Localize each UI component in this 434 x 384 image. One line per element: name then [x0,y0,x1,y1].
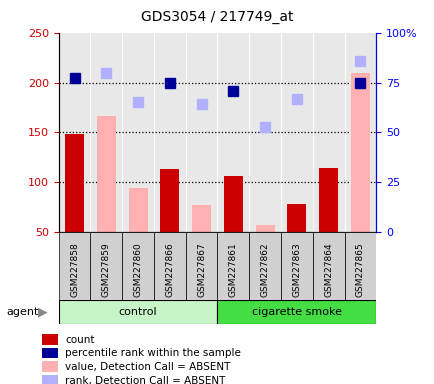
Bar [224,176,242,232]
Bar [154,232,185,300]
Text: value, Detection Call = ABSENT: value, Detection Call = ABSENT [65,362,230,372]
Bar [350,73,369,232]
Text: GSM227861: GSM227861 [228,242,237,297]
Bar [217,232,249,300]
Text: GSM227866: GSM227866 [165,242,174,297]
Bar [249,232,280,300]
Bar [255,225,274,232]
Bar [43,361,58,372]
Bar [97,116,115,232]
Bar [65,134,84,232]
Bar [43,334,58,345]
Bar [59,300,217,324]
Bar [344,232,375,300]
Bar [90,232,122,300]
Bar [319,169,337,232]
Text: GSM227864: GSM227864 [323,242,332,297]
Text: ▶: ▶ [38,306,48,319]
Text: control: control [118,307,157,317]
Bar [287,204,306,232]
Bar [128,189,147,232]
Bar [43,348,58,358]
Text: percentile rank within the sample: percentile rank within the sample [65,348,241,358]
Text: GSM227859: GSM227859 [102,242,111,297]
Bar [312,232,344,300]
Bar [280,232,312,300]
Text: GSM227858: GSM227858 [70,242,79,297]
Bar [192,205,210,232]
Text: GSM227867: GSM227867 [197,242,206,297]
Bar [122,232,154,300]
Text: GSM227863: GSM227863 [292,242,301,297]
Bar [217,300,375,324]
Text: GSM227865: GSM227865 [355,242,364,297]
Text: GSM227860: GSM227860 [133,242,142,297]
Bar [59,232,90,300]
Text: rank, Detection Call = ABSENT: rank, Detection Call = ABSENT [65,376,225,384]
Bar [160,169,179,232]
Text: cigarette smoke: cigarette smoke [251,307,341,317]
Bar [43,375,58,384]
Text: count: count [65,335,95,345]
Bar [185,232,217,300]
Text: GDS3054 / 217749_at: GDS3054 / 217749_at [141,10,293,23]
Text: agent: agent [7,307,39,317]
Text: GSM227862: GSM227862 [260,242,269,297]
